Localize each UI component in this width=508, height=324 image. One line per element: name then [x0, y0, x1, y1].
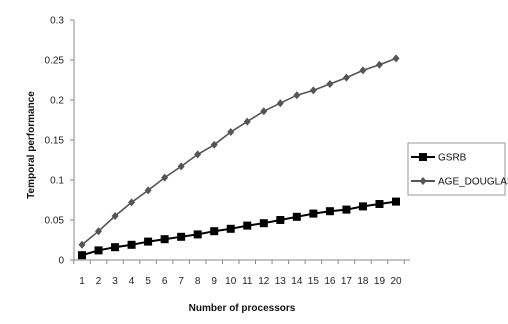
y-axis-ticks: 0 0.05 0.1 0.15 0.2 0.25 0.3: [45, 16, 74, 267]
data-point-gsrb: [94, 246, 103, 255]
x-tick-label: 6: [162, 276, 168, 287]
x-tick-label: 3: [112, 276, 118, 287]
legend-box: [407, 142, 506, 196]
data-point-gsrb: [210, 227, 219, 236]
data-point-age-douglas: [194, 150, 202, 159]
data-point-gsrb: [226, 224, 235, 233]
data-point-gsrb: [144, 237, 153, 246]
series-layer: [78, 54, 400, 260]
data-point-gsrb: [292, 212, 301, 221]
data-point-gsrb: [177, 232, 186, 241]
data-point-age-douglas: [276, 99, 284, 108]
legend-item-age-douglas: AGE_DOUGLAS: [411, 177, 508, 188]
x-tick-label: 11: [242, 276, 253, 287]
x-tick-label: 15: [308, 276, 320, 287]
data-point-age-douglas: [78, 240, 86, 249]
data-point-age-douglas: [293, 91, 301, 100]
data-point-age-douglas: [326, 80, 334, 88]
data-point-age-douglas: [309, 86, 317, 95]
data-point-age-douglas: [392, 54, 400, 63]
data-point-gsrb: [78, 251, 86, 260]
data-point-age-douglas: [227, 128, 235, 136]
y-tick-label: 0.15: [45, 136, 65, 147]
x-tick-label: 19: [374, 276, 386, 287]
data-point-gsrb: [358, 202, 367, 211]
y-tick-label: 0: [58, 256, 64, 267]
data-point-age-douglas: [359, 66, 367, 75]
x-tick-label: 12: [258, 276, 270, 287]
series-gsrb: [78, 197, 400, 260]
x-tick-label: 5: [145, 276, 151, 287]
data-point-gsrb: [342, 205, 351, 214]
legend-item-gsrb: GSRB: [411, 153, 467, 164]
x-tick-label: 16: [324, 276, 336, 287]
data-point-age-douglas: [260, 107, 268, 116]
x-axis-title: Number of processors: [189, 303, 296, 314]
y-tick-label: 0.3: [50, 16, 64, 27]
data-point-age-douglas: [243, 117, 251, 126]
legend-marker-age-douglas: [419, 177, 427, 185]
y-tick-label: 0.1: [50, 176, 64, 187]
legend-label-age-douglas: AGE_DOUGLAS: [438, 177, 508, 188]
data-point-gsrb: [243, 221, 252, 230]
legend-marker-gsrb: [419, 153, 427, 161]
data-point-gsrb: [160, 235, 169, 244]
data-point-age-douglas: [161, 173, 169, 182]
data-point-age-douglas: [342, 73, 350, 82]
x-tick-label: 20: [390, 276, 402, 287]
y-axis-title: Temporal performance: [26, 91, 37, 199]
legend-label-gsrb: GSRB: [438, 153, 467, 164]
x-tick-label: 18: [357, 276, 369, 287]
data-point-age-douglas: [144, 186, 152, 195]
x-axis-ticks: 1 2 3 4 5 6 7 8 9 10 11 12 13 14 15 16 17 18 19 20: [73, 260, 405, 287]
data-point-age-douglas: [128, 198, 136, 207]
data-point-gsrb: [111, 243, 120, 252]
data-point-age-douglas: [95, 227, 103, 236]
data-point-gsrb: [392, 197, 400, 206]
x-tick-label: 13: [275, 276, 287, 287]
x-tick-label: 1: [79, 276, 85, 287]
data-point-gsrb: [276, 216, 285, 224]
x-tick-label: 17: [341, 276, 353, 287]
data-point-gsrb: [309, 209, 318, 218]
x-tick-label: 2: [96, 276, 102, 287]
y-tick-label: 0.05: [45, 216, 65, 227]
data-point-gsrb: [193, 230, 202, 239]
data-point-age-douglas: [210, 140, 218, 149]
data-point-gsrb: [375, 200, 384, 208]
x-tick-label: 9: [211, 276, 217, 287]
x-tick-label: 10: [225, 276, 237, 287]
data-point-gsrb: [259, 219, 268, 228]
x-tick-label: 7: [178, 276, 184, 287]
x-tick-label: 8: [195, 276, 201, 287]
x-tick-label: 4: [129, 276, 135, 287]
x-tick-label: 14: [291, 276, 303, 287]
y-tick-label: 0.25: [45, 56, 65, 67]
series-line-age-douglas: [81, 57, 397, 246]
chart-legend: GSRB AGE_DOUGLAS: [407, 142, 508, 196]
data-point-gsrb: [325, 207, 334, 216]
data-point-age-douglas: [177, 162, 185, 171]
data-point-age-douglas: [375, 60, 383, 69]
data-point-gsrb: [127, 240, 136, 249]
y-tick-label: 0.2: [50, 96, 64, 107]
chart-axes: [73, 20, 410, 261]
data-point-age-douglas: [111, 212, 119, 220]
series-age-douglas: [78, 54, 400, 249]
